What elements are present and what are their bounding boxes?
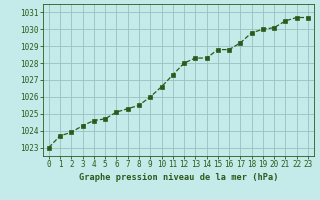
X-axis label: Graphe pression niveau de la mer (hPa): Graphe pression niveau de la mer (hPa) <box>79 173 278 182</box>
